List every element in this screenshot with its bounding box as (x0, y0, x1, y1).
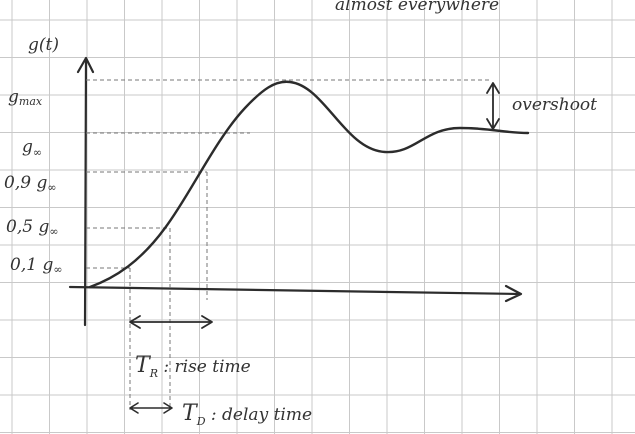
x-axis (70, 286, 521, 301)
level-label: g∞ (22, 137, 42, 159)
level-lines (86, 80, 490, 268)
overshoot-arrow (487, 83, 499, 129)
level-label: 0,1 g∞ (10, 255, 63, 276)
header-text: almost everywhere (335, 0, 499, 15)
graph-paper (0, 0, 635, 434)
sketch: almost everywhere g(t) gmax g∞ 0,9 g∞ 0,… (0, 0, 635, 434)
level-label: 0,9 g∞ (4, 173, 57, 194)
level-label: gmax (8, 87, 43, 108)
overshoot-label: overshoot (512, 95, 597, 115)
delay-time-label: TD : delay time (182, 401, 312, 428)
level-label: 0,5 g∞ (6, 217, 59, 238)
delay-time-arrow (130, 403, 172, 413)
y-axis-label: g(t) (28, 35, 59, 55)
y-axis (78, 58, 93, 325)
